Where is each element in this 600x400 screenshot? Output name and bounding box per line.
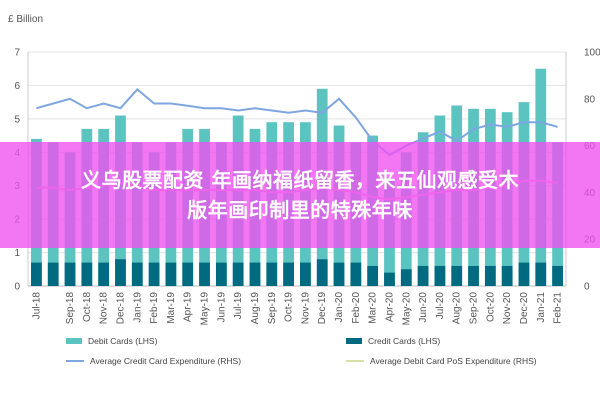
x-axis-tick-label: Jul-18 [31,292,42,320]
credit-card-bar [283,262,294,286]
overlay-banner: 义乌股票配资 年画纳福纸留香，来五仙观感受木 版年画印制里的特殊年味 [0,142,600,248]
x-axis-tick-label: Nov-20 [502,292,513,325]
x-axis-tick-label: Jun-19 [216,292,227,323]
credit-card-bar [148,262,160,286]
x-axis-tick-label: May-19 [200,292,211,326]
legend-label: Credit Cards (LHS) [368,336,441,346]
credit-card-bar [232,262,244,286]
banner-line-1: 义乌股票配资 年画纳福纸留香，来五仙观感受木 [81,168,519,192]
credit-card-bar [434,265,446,286]
credit-card-bar [81,262,93,286]
x-axis-tick-label: Sep-18 [65,292,76,325]
credit-card-bar [31,262,42,286]
credit-card-bar [199,262,210,286]
credit-card-bar [215,262,227,286]
credit-card-bar [165,262,177,286]
legend-label: Average Debit Card PoS Expenditure (RHS) [370,356,537,366]
x-axis-tick-label: Dec-18 [116,292,127,325]
credit-card-bar [249,262,261,286]
legend-item-avg-credit: Average Credit Card Expenditure (RHS) [66,356,241,366]
credit-card-bar [384,272,395,286]
credit-card-bar [484,265,496,286]
x-axis-tick-label: Nov-18 [99,292,110,325]
legend-swatch [66,338,82,344]
credit-card-bar [64,262,76,286]
right-axis-tick-label: 100 [584,48,600,59]
credit-card-bar [400,269,412,286]
x-axis-tick-label: Feb-20 [351,292,362,324]
x-axis-tick-label: Aug-20 [452,292,463,325]
credit-card-bar [300,262,311,286]
legend-item-avg-debit: Average Debit Card PoS Expenditure (RHS) [346,356,537,366]
x-axis-tick-label: Oct-18 [82,292,93,322]
x-axis-tick-label: Jan-19 [132,292,143,323]
x-axis-tick-label: Jun-20 [418,292,429,323]
x-axis-tick-label: Mar-20 [368,292,379,324]
x-axis-tick-label: Oct-19 [284,292,295,322]
credit-card-bar [182,262,194,286]
credit-card-bar [417,265,429,286]
credit-card-bar [115,259,126,286]
x-axis-tick-label: Sep-20 [469,292,480,325]
x-axis-tick-label: Jan-21 [536,292,547,323]
x-axis-tick-label: Apr-19 [183,292,194,322]
credit-card-bar [350,262,362,286]
legend-swatch [66,360,84,362]
right-axis-tick-label: 80 [584,94,596,105]
credit-card-bar [316,259,328,286]
credit-card-bar [518,262,530,286]
x-axis-tick-label: Aug-19 [250,292,261,325]
avg-credit-expenditure-line [36,88,558,157]
x-axis-tick-label: Dec-20 [519,292,530,325]
x-axis-tick-label: Dec-19 [317,292,328,325]
x-axis-tick-label: Nov-19 [300,292,311,325]
left-axis-tick-label: 6 [14,81,20,92]
left-axis-tick-label: 0 [14,282,20,293]
x-axis-tick-label: Oct-20 [485,292,496,322]
x-axis-tick-label: Sep-19 [267,292,278,325]
x-axis-tick-label: Feb-19 [149,292,160,324]
credit-card-bar [535,262,547,286]
credit-card-bar [451,265,463,286]
x-axis-tick-label: May-20 [401,292,412,326]
credit-card-bar [333,262,345,286]
legend: Debit Cards (LHS) Credit Cards (LHS) Ave… [40,330,580,394]
legend-label: Average Credit Card Expenditure (RHS) [90,356,242,366]
credit-card-bar [501,265,513,286]
x-axis-tick-label: Apr-20 [385,292,396,322]
left-axis-unit: £ Billion [8,14,43,25]
left-axis-tick-label: 1 [14,248,20,259]
x-axis-tick-label: Jul-20 [435,292,446,320]
right-axis-tick-label: 0 [584,282,590,293]
credit-card-bar [266,262,278,286]
credit-card-bar [47,262,59,286]
legend-swatch [346,338,362,344]
left-axis-tick-label: 7 [14,48,20,59]
legend-swatch [346,360,364,362]
x-axis-tick-label: Feb-21 [553,292,564,324]
x-axis-tick-label: Mar-19 [166,292,177,324]
credit-card-bar [131,262,143,286]
x-axis: Jul-18 Sep-18 Oct-18 Nov-18 Dec-18 Jan-19 Feb-… [31,292,563,326]
legend-item-debit-cards: Debit Cards (LHS) [66,336,157,346]
legend-label: Debit Cards (LHS) [88,336,158,346]
legend-item-credit-cards: Credit Cards (LHS) [346,336,440,346]
banner-line-2: 版年画印制里的特殊年味 [187,198,413,222]
credit-card-bar [367,265,379,286]
credit-card-bar [552,265,563,286]
x-axis-tick-label: Jul-19 [233,292,244,320]
credit-card-bar [98,262,110,286]
x-axis-tick-label: Jan-20 [334,292,345,323]
credit-card-bar [468,265,479,286]
left-axis-tick-label: 5 [14,114,20,125]
